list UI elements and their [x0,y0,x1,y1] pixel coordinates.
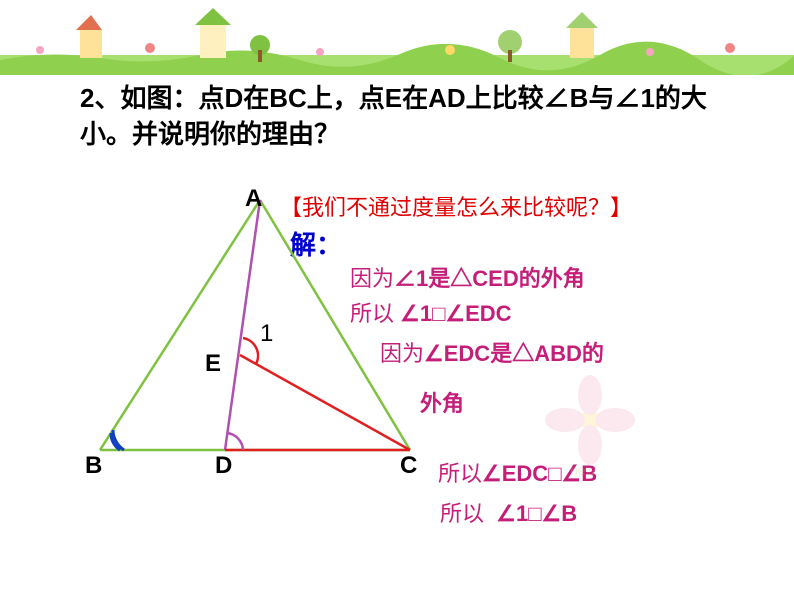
step-1: 因为∠1是△CED的外角 [350,265,585,294]
svg-text:new: new [570,462,597,478]
vertex-d: D [215,452,232,480]
step-2-content: ∠1□∠EDC [400,301,511,326]
bg-flower: new [520,360,660,480]
step-3b-content: 外角 [420,391,464,416]
because-3: 因为 [380,341,424,366]
vertex-b: B [85,452,102,480]
vertex-e: E [205,350,221,378]
vertex-a: A [245,185,262,213]
vertex-c: C [400,452,417,480]
because-1: 因为 [350,266,394,291]
step-5: 所以 ∠1□∠B [440,500,577,529]
therefore-5: 所以 [440,501,484,526]
question-text: 2、如图：点D在BC上，点E在AD上比较∠B与∠1的大小。并说明你的理由？ [80,80,720,153]
step-2: 所以 ∠1□∠EDC [350,300,512,329]
step-1-content: ∠1是△CED的外角 [394,266,585,291]
step-5-content: ∠1□∠B [496,501,577,526]
angle-1-label: 1 [260,320,273,348]
triangle-diagram: A B C D E 1 [80,190,420,480]
header-decoration [0,0,794,75]
therefore-4: 所以 [438,461,482,486]
therefore-2: 所以 [350,301,394,326]
step-3b: 外角 [420,390,464,419]
